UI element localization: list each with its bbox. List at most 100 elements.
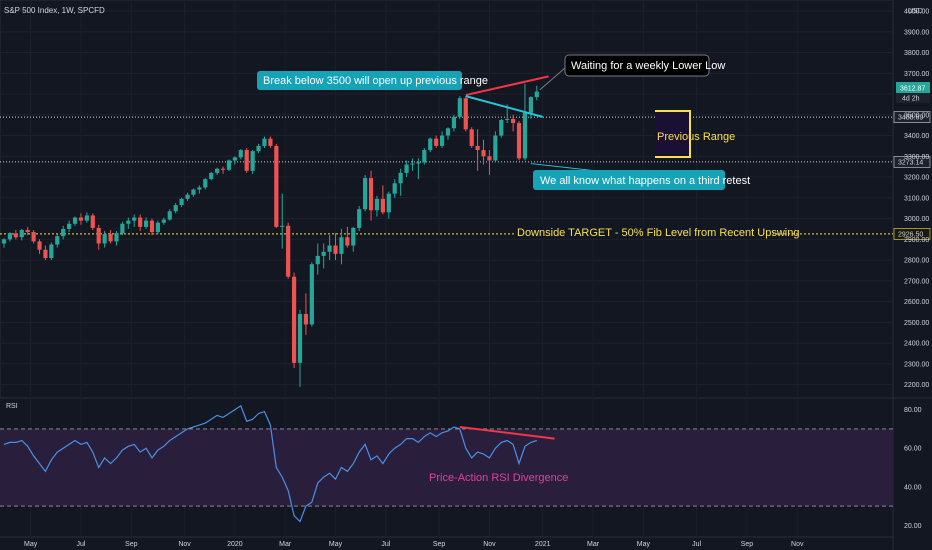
candle-body[interactable] <box>428 138 433 151</box>
candle-body[interactable] <box>291 276 297 363</box>
candle-body[interactable] <box>37 241 42 250</box>
candle-body[interactable] <box>138 217 143 227</box>
candle-body[interactable] <box>439 135 445 146</box>
candle-body[interactable] <box>286 225 291 277</box>
previous-range[interactable]: Previous Range <box>655 110 735 158</box>
candle-body[interactable] <box>19 229 24 238</box>
callout-3500[interactable]: Break below 3500 will open up previous r… <box>257 71 488 90</box>
candle-body[interactable] <box>102 234 107 244</box>
candle-body[interactable] <box>43 249 48 259</box>
candle-body[interactable] <box>327 245 332 252</box>
candle-body[interactable] <box>422 150 427 163</box>
candle-body[interactable] <box>220 168 226 170</box>
candle-body[interactable] <box>534 91 539 98</box>
candle-body[interactable] <box>363 178 368 210</box>
candle-body[interactable] <box>351 227 356 246</box>
candle-body[interactable] <box>339 237 344 254</box>
candle-body[interactable] <box>108 234 113 242</box>
candle-body[interactable] <box>451 116 457 129</box>
candle-body[interactable] <box>505 118 510 120</box>
candle-body[interactable] <box>250 151 255 171</box>
price-trendline-higher-high[interactable] <box>465 75 549 97</box>
candle-body[interactable] <box>499 119 504 136</box>
candle-body[interactable] <box>268 138 273 146</box>
candle-body[interactable] <box>516 123 522 159</box>
candle-body[interactable] <box>67 223 72 229</box>
candle-body[interactable] <box>274 145 279 227</box>
candle-body[interactable] <box>7 233 13 240</box>
candle-body[interactable] <box>25 229 30 233</box>
price-trendline-break[interactable] <box>465 95 543 118</box>
candle-body[interactable] <box>126 220 131 224</box>
candle-body[interactable] <box>90 215 95 228</box>
candle-body[interactable] <box>203 179 208 188</box>
downside-target[interactable]: Downside TARGET - 50% Fib Level from Rec… <box>515 225 799 239</box>
candle-body[interactable] <box>114 233 119 242</box>
candle-body[interactable] <box>303 314 309 325</box>
candle-body[interactable] <box>149 220 155 233</box>
candle-body[interactable] <box>238 150 243 158</box>
candle-body[interactable] <box>173 205 178 212</box>
candle-body[interactable] <box>143 220 149 227</box>
candle-body[interactable] <box>78 217 84 221</box>
candle-body[interactable] <box>528 97 533 113</box>
candle-body[interactable] <box>487 156 492 161</box>
candle-body[interactable] <box>84 215 89 221</box>
candle-body[interactable] <box>167 211 172 220</box>
candle-body[interactable] <box>232 157 237 161</box>
candle-body[interactable] <box>309 264 314 325</box>
candle-body[interactable] <box>410 163 415 165</box>
candle-body[interactable] <box>368 178 374 211</box>
candle-body[interactable] <box>191 189 196 195</box>
candle-body[interactable] <box>493 135 498 161</box>
candle-body[interactable] <box>386 193 391 213</box>
candles[interactable] <box>1 83 539 387</box>
candle-body[interactable] <box>244 150 249 171</box>
candle-body[interactable] <box>481 150 486 157</box>
candle-body[interactable] <box>380 198 385 213</box>
candle-body[interactable] <box>215 168 220 173</box>
candle-body[interactable] <box>315 255 320 265</box>
candle-body[interactable] <box>49 244 54 259</box>
candle-body[interactable] <box>120 223 125 234</box>
candle-body[interactable] <box>398 172 403 184</box>
candle-body[interactable] <box>475 145 480 151</box>
candle-body[interactable] <box>469 129 474 146</box>
candle-body[interactable] <box>179 198 184 206</box>
candle-body[interactable] <box>522 112 528 159</box>
candle-body[interactable] <box>226 160 232 170</box>
candle-body[interactable] <box>392 183 397 194</box>
candle-body[interactable] <box>96 227 101 244</box>
candle-body[interactable] <box>132 217 137 221</box>
candle-body[interactable] <box>345 237 350 246</box>
candle-body[interactable] <box>333 245 338 254</box>
candle-body[interactable] <box>72 217 78 224</box>
candle-body[interactable] <box>1 239 7 244</box>
callout-retest[interactable]: We all know what happens on a third rete… <box>533 170 750 190</box>
candle-body[interactable] <box>61 228 66 237</box>
rsi-divergence-label[interactable]: Price-Action RSI Divergence <box>426 469 568 485</box>
candle-body[interactable] <box>404 164 409 173</box>
candle-body[interactable] <box>416 162 421 164</box>
candle-body[interactable] <box>262 138 267 146</box>
rsi-trendline-lower-high[interactable] <box>459 426 555 440</box>
candle-body[interactable] <box>161 219 166 223</box>
candle-body[interactable] <box>297 314 303 363</box>
candle-body[interactable] <box>434 138 439 146</box>
candle-body[interactable] <box>445 128 451 136</box>
candle-body[interactable] <box>374 198 380 211</box>
candle-body[interactable] <box>321 251 326 256</box>
candle-body[interactable] <box>13 233 18 238</box>
candle-body[interactable] <box>457 98 462 117</box>
candle-body[interactable] <box>280 225 285 227</box>
candle-body[interactable] <box>55 236 60 245</box>
candle-body[interactable] <box>357 209 362 228</box>
candle-body[interactable] <box>463 98 468 130</box>
candle-body[interactable] <box>209 172 214 180</box>
candle-body[interactable] <box>256 145 261 152</box>
candle-body[interactable] <box>511 118 516 124</box>
candle-body[interactable] <box>197 187 202 190</box>
callout-lower-low[interactable]: Waiting for a weekly Lower Low <box>564 54 725 77</box>
candle-body[interactable] <box>31 232 36 242</box>
